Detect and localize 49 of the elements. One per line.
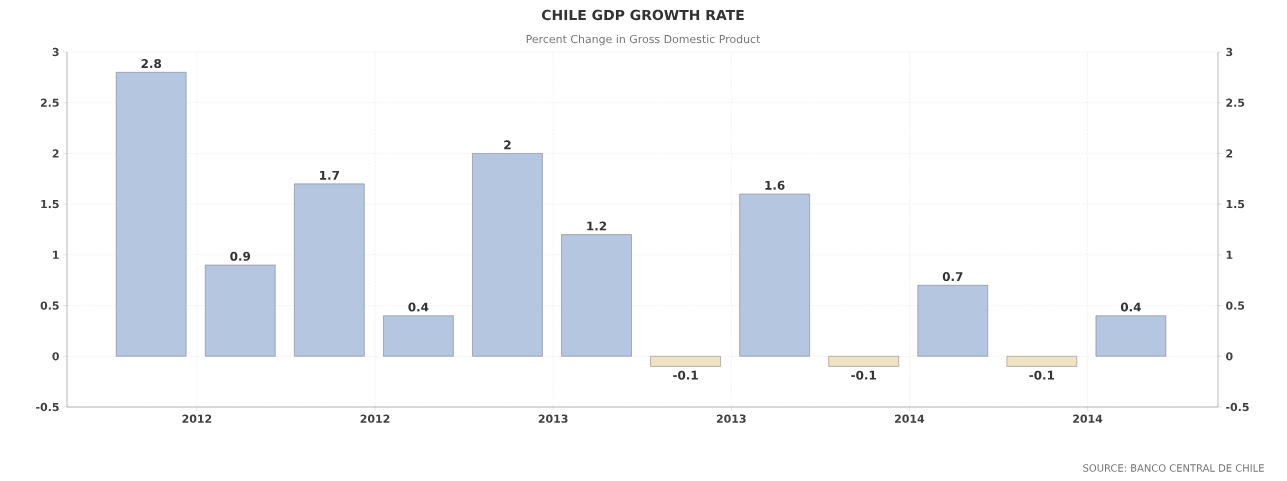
y2-tick-label: 2 — [1226, 149, 1233, 158]
bar — [115, 72, 187, 357]
data-label: 1.7 — [320, 170, 339, 180]
y2-tick-label: 2.5 — [1226, 98, 1245, 107]
x-tick-label: 2013 — [716, 414, 746, 423]
y2-tick-label: 3 — [1226, 47, 1233, 57]
data-label: -0.1 — [673, 370, 698, 380]
y-tick-label: 0 — [52, 352, 59, 361]
y2-tick-label: 0.5 — [1226, 301, 1245, 310]
x-tick-label: 2013 — [538, 414, 568, 423]
source-note: SOURCE: BANCO CENTRAL DE CHILE — [1083, 464, 1264, 472]
bar — [472, 153, 543, 357]
y2-tick-label: -0.5 — [1226, 402, 1249, 412]
data-label: 2 — [504, 140, 511, 150]
y2-tick-label: 0 — [1226, 352, 1233, 361]
y-tick-label: 2 — [52, 149, 59, 158]
data-label: 0.4 — [408, 302, 429, 312]
bar — [205, 264, 276, 357]
y-tick-label: -0.5 — [36, 402, 59, 412]
x-tick-label: 2012 — [360, 414, 390, 423]
chart-subtitle: Percent Change in Gross Domestic Product — [526, 34, 761, 46]
bar — [561, 234, 632, 357]
bar — [650, 356, 721, 367]
bar — [294, 183, 365, 357]
data-label: 1.6 — [765, 180, 785, 190]
bar — [383, 315, 454, 357]
bar — [828, 356, 899, 367]
y-tick-label: 3 — [52, 47, 59, 57]
bar — [1006, 356, 1078, 367]
data-label: -0.1 — [1029, 370, 1055, 380]
y-tick-label: 1.5 — [41, 200, 59, 209]
x-tick-label: 2014 — [895, 414, 925, 423]
data-label: 2.8 — [141, 59, 162, 69]
bar — [739, 193, 810, 357]
bar — [1095, 315, 1167, 357]
chart-title: CHILE GDP GROWTH RATE — [541, 9, 744, 21]
y-tick-label: 2.5 — [40, 98, 59, 107]
x-tick-label: 2014 — [1073, 414, 1103, 423]
y2-tick-label: 1.5 — [1226, 200, 1245, 209]
x-tick-label: 2012 — [182, 414, 212, 423]
data-label: 0.4 — [1120, 302, 1141, 312]
bar — [917, 285, 988, 357]
y2-tick-label: 1 — [1226, 250, 1233, 259]
y-tick-label: 0.5 — [40, 301, 59, 310]
data-label: 1.2 — [587, 221, 607, 231]
data-label: 0.9 — [230, 251, 251, 261]
y-tick-label: 1 — [53, 250, 59, 259]
data-label: 0.7 — [942, 272, 963, 282]
data-label: -0.1 — [851, 370, 876, 380]
